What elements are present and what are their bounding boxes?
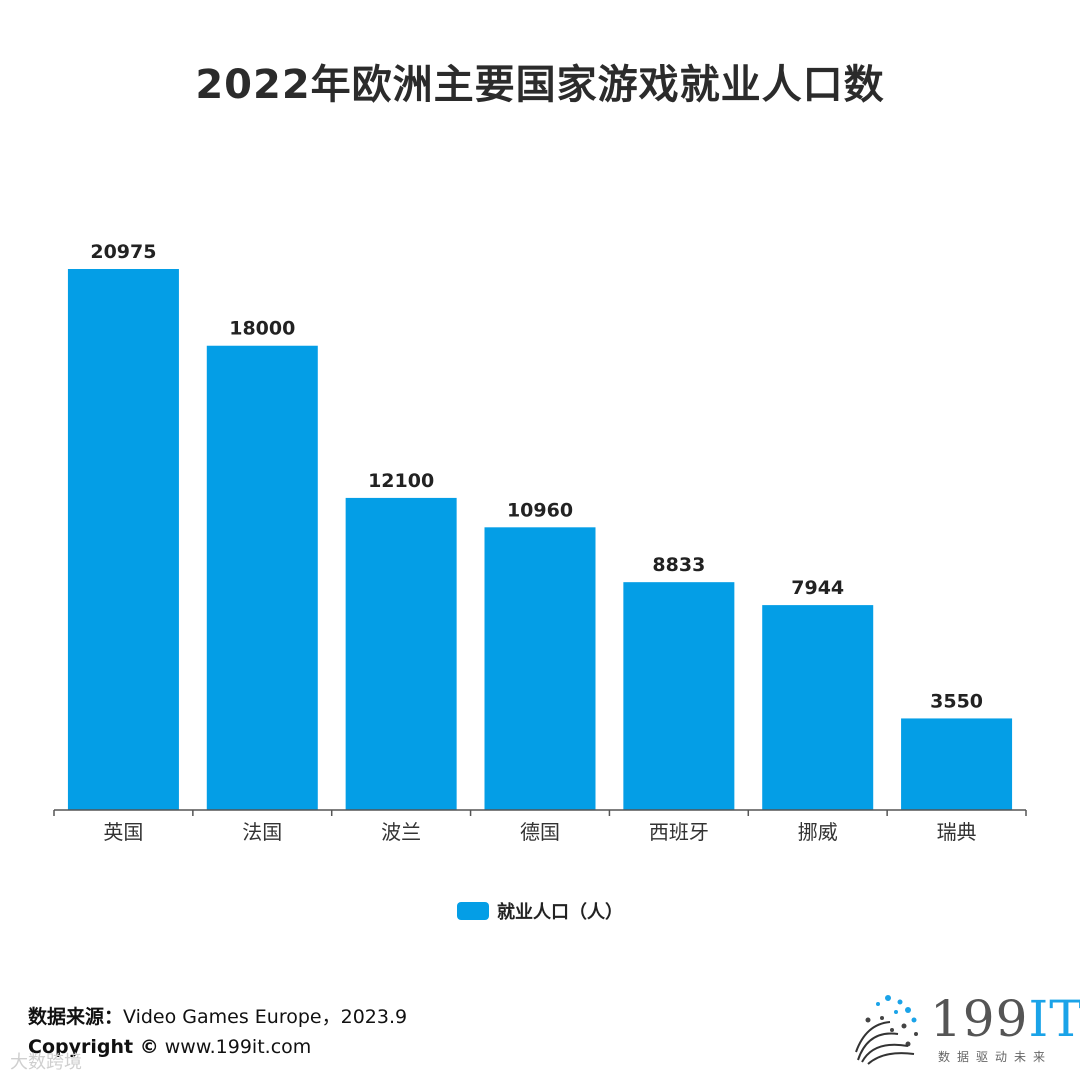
x-tick-label-5: 西班牙 [649, 820, 709, 844]
copyright-url: www.199it.com [158, 1036, 312, 1058]
source-text: Video Games Europe，2023.9 [123, 1006, 408, 1028]
bar-4 [484, 527, 596, 810]
legend-label: 就业人口（人） [497, 902, 623, 923]
x-tick-label-1: 英国 [103, 820, 143, 844]
bar-3 [345, 497, 457, 810]
copyright: Copyright © www.199it.com [28, 1036, 311, 1058]
data-label-4: 10960 [507, 499, 573, 521]
data-label-5: 8833 [652, 554, 705, 576]
watermark: 大数跨境 [10, 1052, 82, 1073]
chart-title: 2022年欧洲主要国家游戏就业人口数 [195, 62, 885, 108]
bar-6 [762, 605, 874, 810]
data-label-6: 7944 [791, 577, 844, 599]
bar-5 [623, 582, 735, 810]
logo-subtitle: 数据驱动未来 [938, 1050, 1053, 1064]
data-label-3: 12100 [368, 470, 434, 492]
logo-dots-icon [855, 995, 918, 1065]
x-tick-label-2: 法国 [242, 820, 282, 844]
bar-1 [67, 269, 179, 810]
bar-2 [206, 345, 318, 810]
x-tick-label-4: 德国 [520, 820, 560, 844]
data-label-1: 20975 [90, 241, 156, 263]
data-source: 数据来源：Video Games Europe，2023.9 [28, 1002, 407, 1029]
legend-swatch [457, 902, 489, 920]
x-tick-label-3: 波兰 [381, 820, 421, 844]
data-label-7: 3550 [930, 690, 983, 712]
legend: 就业人口（人） [0, 898, 1080, 924]
logo-text: 199IT [930, 990, 1080, 1048]
x-tick-label-7: 瑞典 [937, 820, 977, 844]
data-label-2: 18000 [229, 318, 295, 340]
brand-logo: 199IT 数据驱动未来 [848, 990, 1080, 1070]
bar-7 [901, 718, 1013, 810]
x-tick-label-6: 挪威 [798, 820, 838, 844]
copyright-label: Copyright © [28, 1036, 159, 1058]
source-label: 数据来源： [28, 1006, 124, 1028]
